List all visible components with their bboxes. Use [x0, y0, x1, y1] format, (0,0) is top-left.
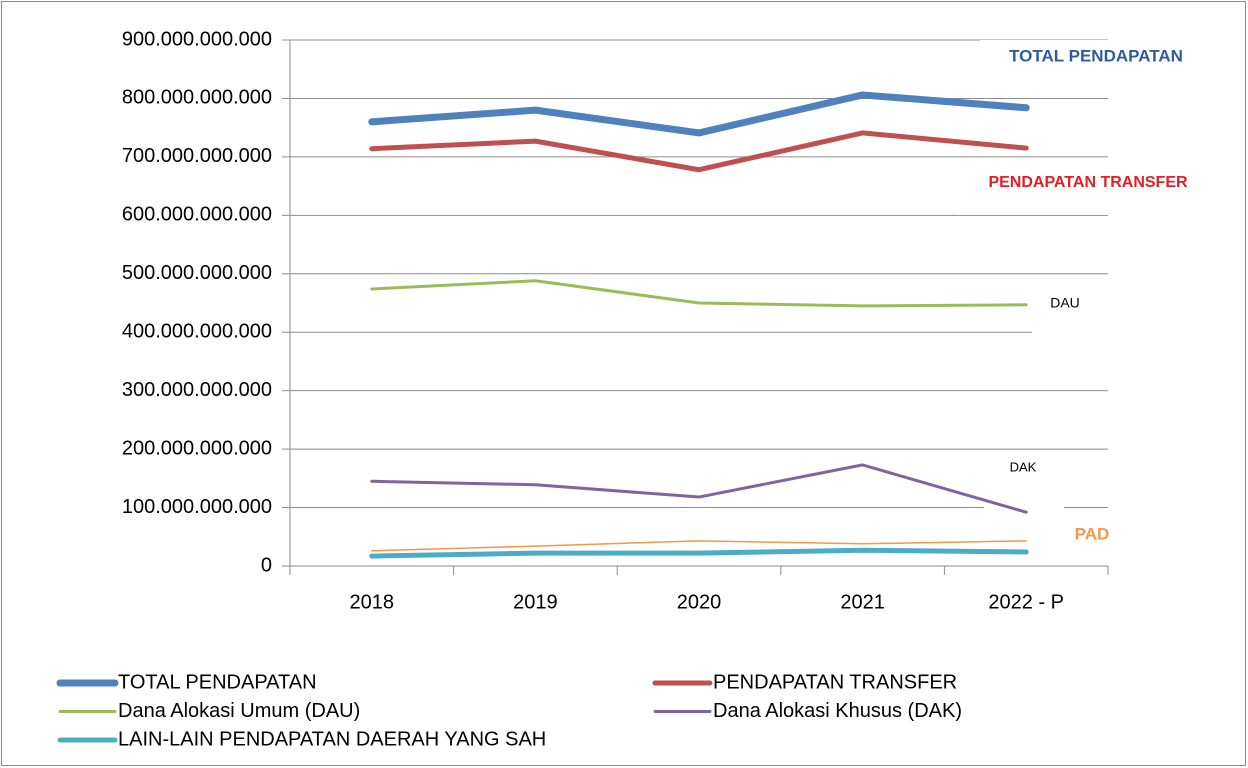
y-tick-label: 800.000.000.000 — [122, 87, 272, 109]
legend-label: TOTAL PENDAPATAN — [118, 671, 317, 693]
legend-label: PENDAPATAN TRANSFER — [713, 671, 957, 693]
series-line — [371, 540, 1027, 552]
series-line — [369, 547, 1029, 559]
annotation: PENDAPATAN TRANSFER — [988, 174, 1188, 191]
annotation: DAU — [1050, 295, 1080, 311]
x-tick-label: 2022 - P — [988, 591, 1064, 613]
series-line — [369, 130, 1029, 173]
annotation: TOTAL PENDAPATAN — [1009, 46, 1183, 65]
x-tick-label: 2018 — [350, 591, 395, 613]
annotation-background — [1050, 520, 1108, 550]
series-line — [368, 91, 1030, 137]
y-tick-label: 200.000.000.000 — [122, 437, 272, 459]
series-line — [370, 463, 1028, 514]
y-tick-label: 900.000.000.000 — [122, 28, 272, 50]
annotation-background — [980, 40, 1108, 98]
annotation: DAK — [1010, 459, 1037, 474]
annotation: PAD — [1075, 524, 1110, 543]
legend-label: Dana Alokasi Umum (DAU) — [118, 700, 360, 722]
annotation-background — [1032, 288, 1108, 338]
x-tick-label: 2021 — [840, 591, 885, 613]
series-line — [370, 279, 1028, 308]
y-tick-label: 600.000.000.000 — [122, 204, 272, 226]
y-tick-label: 500.000.000.000 — [122, 262, 272, 284]
annotation-background — [984, 450, 1064, 508]
y-tick-label: 700.000.000.000 — [122, 145, 272, 167]
y-tick-label: 0 — [261, 554, 272, 576]
y-tick-label: 100.000.000.000 — [122, 496, 272, 518]
y-tick-label: 400.000.000.000 — [122, 321, 272, 343]
annotation-background — [956, 165, 1108, 215]
legend-label: Dana Alokasi Khusus (DAK) — [713, 700, 962, 722]
legend-label: LAIN-LAIN PENDAPATAN DAERAH YANG SAH — [118, 728, 546, 750]
y-tick-label: 300.000.000.000 — [122, 379, 272, 401]
x-tick-label: 2020 — [677, 591, 722, 613]
x-tick-label: 2019 — [513, 591, 558, 613]
